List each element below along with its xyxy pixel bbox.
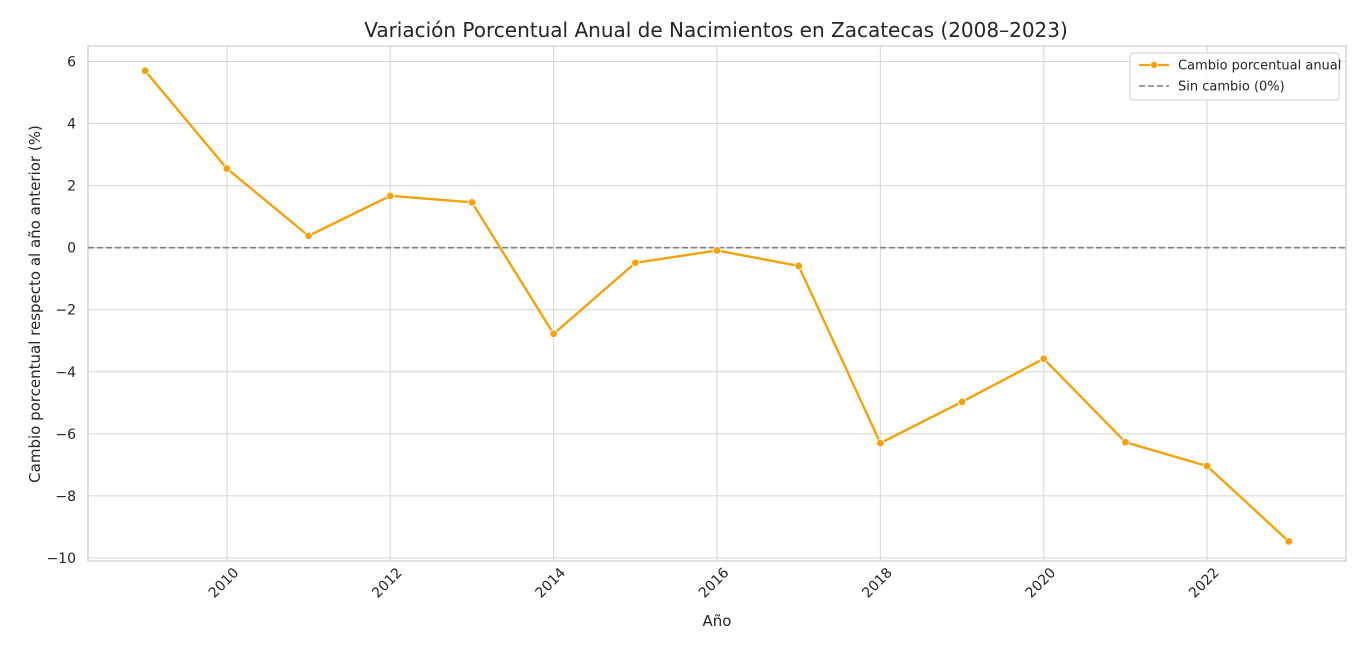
- data-point: [712, 246, 722, 255]
- y-tick-label: 6: [67, 55, 76, 71]
- y-tick-label: −10: [46, 551, 76, 567]
- data-point: [1284, 537, 1294, 546]
- data-point: [386, 191, 395, 201]
- data-point: [631, 258, 640, 268]
- legend-label-reference: Sin cambio (0%): [1178, 80, 1285, 95]
- x-tick-label: 2014: [533, 565, 570, 602]
- y-tick-label: −6: [55, 427, 76, 443]
- data-point: [1039, 354, 1048, 363]
- data-point: [794, 261, 803, 271]
- series-layer: [140, 66, 1294, 546]
- y-tick-label: 0: [67, 241, 76, 257]
- legend: Cambio porcentual anual Sin cambio (0%): [1129, 52, 1341, 101]
- x-tick-label: 2012: [369, 565, 406, 602]
- y-tick-label: −8: [55, 489, 76, 505]
- data-point: [467, 198, 477, 207]
- x-tick-label: 2016: [696, 565, 733, 602]
- x-axis-label: Año: [703, 612, 732, 630]
- x-tick-label: 2020: [1023, 565, 1060, 602]
- data-point: [876, 438, 885, 448]
- y-axis-ticks: 6 4 2 0 −2 −4 −6 −8 −10: [46, 55, 76, 567]
- data-point: [1121, 437, 1130, 447]
- y-tick-label: −2: [55, 303, 76, 319]
- x-axis-ticks: 2010 2012 2014 2016 2018 2020 2022: [206, 565, 1223, 602]
- x-tick-label: 2018: [859, 565, 896, 602]
- data-point: [1202, 461, 1212, 471]
- grid: [88, 46, 1346, 561]
- y-axis-label: Cambio porcentual respecto al año anteri…: [26, 125, 44, 483]
- plot-area-frame: [87, 45, 1347, 562]
- data-point: [222, 164, 232, 173]
- legend-box: [1129, 52, 1340, 101]
- chart-title: Variación Porcentual Anual de Nacimiento…: [364, 18, 1068, 42]
- data-point: [304, 231, 313, 241]
- legend-label-series: Cambio porcentual anual: [1178, 59, 1341, 74]
- y-tick-label: 4: [67, 117, 76, 133]
- data-point: [549, 329, 558, 339]
- x-tick-label: 2010: [206, 565, 243, 602]
- data-point: [140, 66, 150, 76]
- data-point: [957, 397, 967, 407]
- y-tick-label: −4: [55, 365, 76, 381]
- x-tick-label: 2022: [1186, 565, 1223, 602]
- legend-swatch-marker: [1150, 61, 1159, 70]
- y-tick-label: 2: [67, 179, 76, 195]
